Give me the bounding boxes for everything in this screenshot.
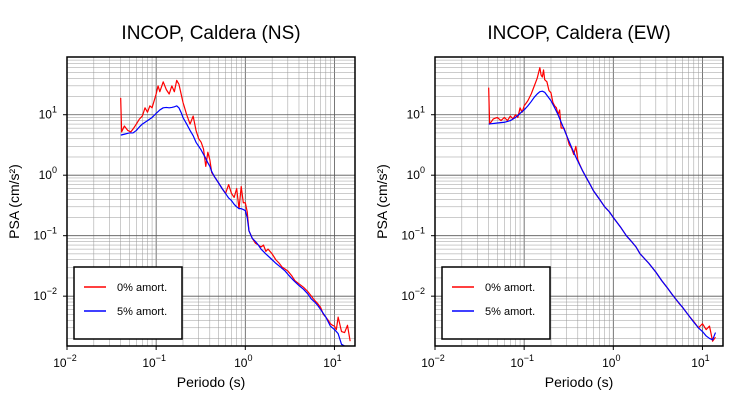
x-tick-base: 10 bbox=[142, 356, 156, 370]
y-axis-label: PSA (cm/s²) bbox=[6, 164, 22, 239]
chart-title: INCOP, Caldera (EW) bbox=[487, 23, 670, 44]
x-tick-base: 10 bbox=[510, 356, 524, 370]
y-tick-base: 10 bbox=[33, 289, 47, 303]
y-tick-exponent: 0 bbox=[52, 165, 57, 175]
x-tick-base: 10 bbox=[234, 356, 248, 370]
series-group bbox=[120, 79, 351, 346]
legend-box bbox=[441, 266, 551, 340]
x-tick-label: 10−1 bbox=[510, 353, 534, 370]
y-tick-base: 10 bbox=[39, 108, 53, 122]
x-tick-base: 10 bbox=[323, 356, 337, 370]
y-tick-label: 10−1 bbox=[401, 226, 425, 243]
plot-frame bbox=[434, 56, 724, 347]
y-tick-label: 10−2 bbox=[33, 286, 57, 303]
y-tick-label: 100 bbox=[39, 165, 57, 182]
y-tick-base: 10 bbox=[407, 108, 421, 122]
x-tick-exponent: 0 bbox=[247, 353, 252, 363]
y-tick-exponent: −2 bbox=[415, 286, 425, 296]
legend-box bbox=[73, 266, 183, 340]
y-tick-base: 10 bbox=[401, 229, 415, 243]
y-tick-label: 10−2 bbox=[401, 286, 425, 303]
legend-label: 5% amort. bbox=[485, 306, 535, 318]
y-tick-base: 10 bbox=[401, 289, 415, 303]
legend-label: 0% amort. bbox=[485, 282, 535, 294]
x-tick-base: 10 bbox=[602, 356, 616, 370]
x-tick-label: 101 bbox=[323, 353, 341, 370]
y-tick-label: 100 bbox=[407, 165, 425, 182]
series-line-undamped bbox=[120, 79, 351, 342]
x-tick-label: 10−2 bbox=[53, 353, 77, 370]
legend-label: 0% amort. bbox=[117, 282, 167, 294]
x-tick-exponent: 0 bbox=[615, 353, 620, 363]
x-tick-exponent: 1 bbox=[337, 353, 342, 363]
x-tick-exponent: −2 bbox=[67, 353, 77, 363]
x-tick-base: 10 bbox=[421, 356, 435, 370]
x-tick-label: 100 bbox=[234, 353, 252, 370]
y-tick-base: 10 bbox=[33, 229, 47, 243]
x-tick-label: 10−2 bbox=[421, 353, 445, 370]
x-axis-label: Periodo (s) bbox=[177, 374, 245, 390]
plot-frame bbox=[66, 56, 356, 347]
x-axis-label: Periodo (s) bbox=[545, 374, 613, 390]
x-tick-base: 10 bbox=[691, 356, 705, 370]
x-tick-label: 100 bbox=[602, 353, 620, 370]
y-tick-exponent: 1 bbox=[52, 105, 57, 115]
x-tick-label: 101 bbox=[691, 353, 709, 370]
legend: 0% amort. 5% amort. bbox=[73, 266, 183, 340]
y-axis-label: PSA (cm/s²) bbox=[374, 164, 390, 239]
y-tick-label: 101 bbox=[39, 105, 57, 122]
y-tick-base: 10 bbox=[407, 168, 421, 182]
series-group bbox=[488, 67, 717, 342]
series-line-damped bbox=[488, 90, 717, 341]
x-tick-exponent: −1 bbox=[156, 353, 166, 363]
legend-label: 5% amort. bbox=[117, 306, 167, 318]
y-tick-base: 10 bbox=[39, 168, 53, 182]
x-tick-exponent: 1 bbox=[705, 353, 710, 363]
x-tick-exponent: −2 bbox=[435, 353, 445, 363]
y-tick-exponent: −1 bbox=[47, 226, 57, 236]
y-tick-exponent: −2 bbox=[47, 286, 57, 296]
series-line-damped bbox=[120, 105, 345, 346]
legend: 0% amort. 5% amort. bbox=[441, 266, 551, 340]
x-tick-base: 10 bbox=[53, 356, 67, 370]
y-tick-label: 10−1 bbox=[33, 226, 57, 243]
y-tick-label: 101 bbox=[407, 105, 425, 122]
chart-title: INCOP, Caldera (NS) bbox=[121, 23, 300, 44]
y-tick-exponent: 1 bbox=[420, 105, 425, 115]
x-tick-label: 10−1 bbox=[142, 353, 166, 370]
x-tick-exponent: −1 bbox=[524, 353, 534, 363]
y-tick-exponent: 0 bbox=[420, 165, 425, 175]
y-tick-exponent: −1 bbox=[415, 226, 425, 236]
